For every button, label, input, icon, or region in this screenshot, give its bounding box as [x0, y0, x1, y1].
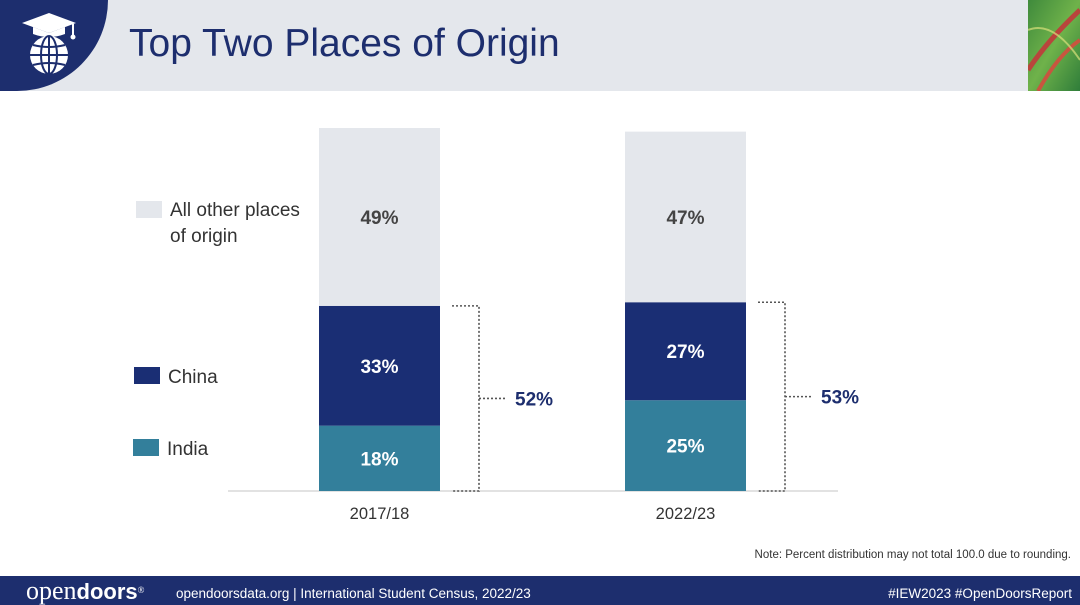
brand-logo: opendoors®: [26, 576, 145, 605]
footer-hashtags: #IEW2023 #OpenDoorsReport: [888, 586, 1072, 601]
bar-india-1: [625, 400, 746, 491]
legend-swatch: [134, 367, 160, 384]
x-tick-label: 2017/18: [350, 505, 410, 523]
bar-india-0: [319, 425, 440, 491]
logo-tab: [0, 0, 108, 91]
graduation-globe-icon: [22, 13, 76, 75]
bar-china-0: [319, 305, 440, 426]
legend-swatch: [133, 439, 159, 456]
header-bar: Top Two Places of Origin: [0, 0, 1080, 91]
legend-label: All other places: [170, 200, 300, 221]
footnote: Note: Percent distribution may not total…: [754, 549, 1071, 561]
data-label: 25%: [666, 437, 704, 458]
page-title: Top Two Places of Origin: [129, 22, 560, 65]
bar-china-1: [625, 302, 746, 401]
data-label: 27%: [666, 342, 704, 363]
bar-all-other-places-of-origin-1: [625, 131, 746, 303]
stacked-bar-chart: All other places of origin China India 18% 3…: [133, 128, 859, 523]
legend-label: of origin: [170, 226, 238, 247]
bracket-0: [452, 305, 480, 492]
footer-source: opendoorsdata.org | International Studen…: [176, 586, 531, 601]
bracket-1: [758, 301, 786, 492]
data-label: 33%: [360, 357, 398, 378]
data-label: 18%: [360, 449, 398, 470]
corner-decoration: [1028, 0, 1080, 91]
legend-label: China: [168, 367, 218, 388]
bracket-label: 53%: [821, 388, 859, 409]
bar-all-other-places-of-origin-0: [319, 128, 440, 306]
legend-swatch: [136, 201, 162, 218]
data-label: 47%: [666, 208, 704, 229]
data-label: 49%: [360, 208, 398, 229]
bracket-label: 52%: [515, 389, 553, 410]
x-tick-label: 2022/23: [656, 505, 716, 523]
legend-label: India: [167, 439, 209, 460]
footer-bar: opendoors® opendoorsdata.org | Internati…: [0, 576, 1080, 605]
